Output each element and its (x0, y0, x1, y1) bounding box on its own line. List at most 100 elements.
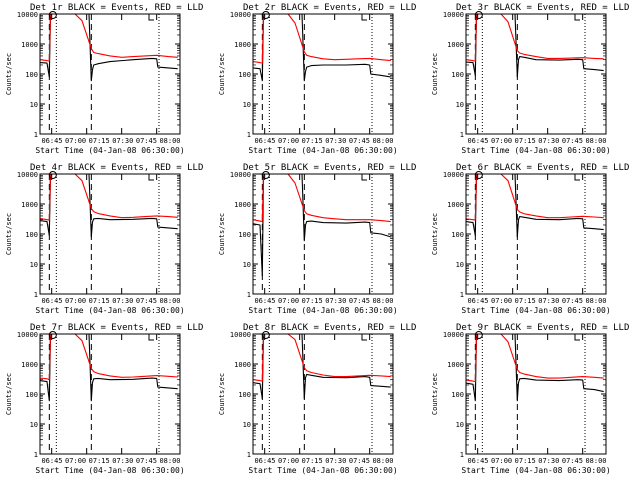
y-tick-label: 10000 (443, 11, 464, 19)
x-tick-label: 07:15 (515, 457, 536, 465)
top-bracket-marker (574, 14, 580, 21)
top-circle-marker (261, 11, 270, 19)
x-tick-label: 07:00 (65, 137, 86, 145)
x-tick-label: 07:00 (491, 457, 512, 465)
x-tick-label: 07:30 (325, 457, 346, 465)
top-bracket-marker (361, 334, 367, 341)
x-tick-label: 07:15 (515, 137, 536, 145)
chart-panel: Det 5r BLACK = Events, RED = LLD Counts/s… (218, 163, 416, 315)
x-axis-label: Start Time (04-Jan-08 06:30:00) (35, 466, 184, 475)
plot-frame (465, 173, 607, 295)
top-bracket-marker (361, 14, 367, 21)
x-tick-label: 08:00 (159, 457, 180, 465)
x-tick-label: 08:00 (159, 297, 180, 305)
y-tick-label: 1 (34, 291, 38, 299)
x-tick-label: 07:15 (89, 457, 110, 465)
y-tick-label: 10 (456, 261, 464, 269)
chart-panel: Det 7r BLACK = Events, RED = LLD Counts/s… (5, 323, 203, 475)
y-tick-label: 1000 (447, 201, 464, 209)
x-tick-label: 07:00 (278, 297, 299, 305)
top-circle-marker (474, 171, 483, 179)
y-tick-label: 100 (451, 231, 464, 239)
plot-frame (252, 333, 394, 455)
x-axis-label: Start Time (04-Jan-08 06:30:00) (248, 306, 397, 315)
chart-panel: Det 8r BLACK = Events, RED = LLD Counts/s… (218, 323, 416, 475)
top-bracket-marker (148, 174, 154, 181)
x-tick-label: 08:00 (372, 457, 393, 465)
x-tick-label: 07:30 (112, 297, 133, 305)
x-tick-label: 08:00 (585, 137, 606, 145)
y-axis-label: Counts/sec (218, 53, 226, 95)
x-tick-label: 08:00 (372, 297, 393, 305)
x-axis-label: Start Time (04-Jan-08 06:30:00) (461, 146, 610, 155)
top-bracket-marker (148, 14, 154, 21)
x-axis-label: Start Time (04-Jan-08 06:30:00) (248, 146, 397, 155)
y-tick-label: 100 (25, 71, 38, 79)
y-tick-label: 10000 (443, 331, 464, 339)
x-tick-label: 07:45 (562, 137, 583, 145)
y-tick-label: 1 (460, 291, 464, 299)
top-circle-marker (48, 11, 57, 19)
chart-title: Det 4r BLACK = Events, RED = LLD (30, 163, 203, 173)
chart-panel: Det 9r BLACK = Events, RED = LLD Counts/s… (431, 323, 629, 475)
chart-panel: Det 1r BLACK = Events, RED = LLD Counts/s… (5, 3, 203, 155)
y-tick-label: 10 (30, 101, 38, 109)
x-tick-label: 06:45 (467, 297, 488, 305)
y-tick-label: 100 (25, 391, 38, 399)
y-axis-label: Counts/sec (218, 213, 226, 255)
x-tick-label: 08:00 (585, 457, 606, 465)
x-tick-label: 07:15 (302, 297, 323, 305)
y-tick-label: 10000 (230, 11, 251, 19)
x-tick-label: 07:30 (538, 457, 559, 465)
top-circle-marker (474, 11, 483, 19)
chart-title: Det 2r BLACK = Events, RED = LLD (243, 3, 416, 13)
lld-rate-line (465, 333, 604, 383)
y-tick-label: 1 (460, 451, 464, 459)
plot-frame (252, 13, 394, 135)
y-tick-label: 10 (243, 421, 251, 429)
y-tick-label: 10000 (17, 171, 38, 179)
x-tick-label: 07:30 (538, 297, 559, 305)
x-tick-label: 07:15 (302, 457, 323, 465)
y-tick-label: 1 (247, 131, 251, 139)
top-circle-marker (261, 171, 270, 179)
x-tick-label: 06:45 (254, 137, 275, 145)
chart-panel: Det 6r BLACK = Events, RED = LLD Counts/s… (431, 163, 629, 315)
y-tick-label: 100 (451, 71, 464, 79)
x-tick-label: 08:00 (372, 137, 393, 145)
x-tick-label: 07:45 (136, 297, 157, 305)
y-tick-label: 10 (30, 421, 38, 429)
x-tick-label: 07:00 (65, 297, 86, 305)
x-tick-label: 06:45 (41, 137, 62, 145)
plot-frame (39, 173, 181, 295)
x-axis-label: Start Time (04-Jan-08 06:30:00) (35, 306, 184, 315)
y-tick-label: 1000 (234, 361, 251, 369)
lld-rate-line (252, 13, 391, 64)
x-axis-label: Start Time (04-Jan-08 06:30:00) (461, 466, 610, 475)
x-tick-label: 07:30 (325, 137, 346, 145)
y-tick-label: 10 (456, 101, 464, 109)
x-tick-label: 06:45 (254, 457, 275, 465)
x-tick-label: 07:30 (112, 457, 133, 465)
x-tick-label: 07:30 (325, 297, 346, 305)
y-tick-label: 100 (238, 231, 251, 239)
x-tick-label: 08:00 (585, 297, 606, 305)
top-bracket-marker (361, 174, 367, 181)
y-tick-label: 1000 (447, 41, 464, 49)
y-tick-label: 100 (451, 391, 464, 399)
x-tick-label: 07:15 (302, 137, 323, 145)
chart-title: Det 9r BLACK = Events, RED = LLD (456, 323, 629, 333)
x-tick-label: 07:00 (491, 297, 512, 305)
y-tick-label: 10000 (17, 11, 38, 19)
y-tick-label: 1000 (447, 361, 464, 369)
x-tick-label: 08:00 (159, 137, 180, 145)
y-tick-label: 1 (460, 131, 464, 139)
y-tick-label: 1000 (234, 41, 251, 49)
top-circle-marker (261, 331, 270, 339)
plot-frame (39, 333, 181, 455)
y-axis-label: Counts/sec (431, 213, 439, 255)
chart-title: Det 6r BLACK = Events, RED = LLD (456, 163, 629, 173)
x-tick-label: 06:45 (41, 457, 62, 465)
x-tick-label: 07:45 (136, 457, 157, 465)
